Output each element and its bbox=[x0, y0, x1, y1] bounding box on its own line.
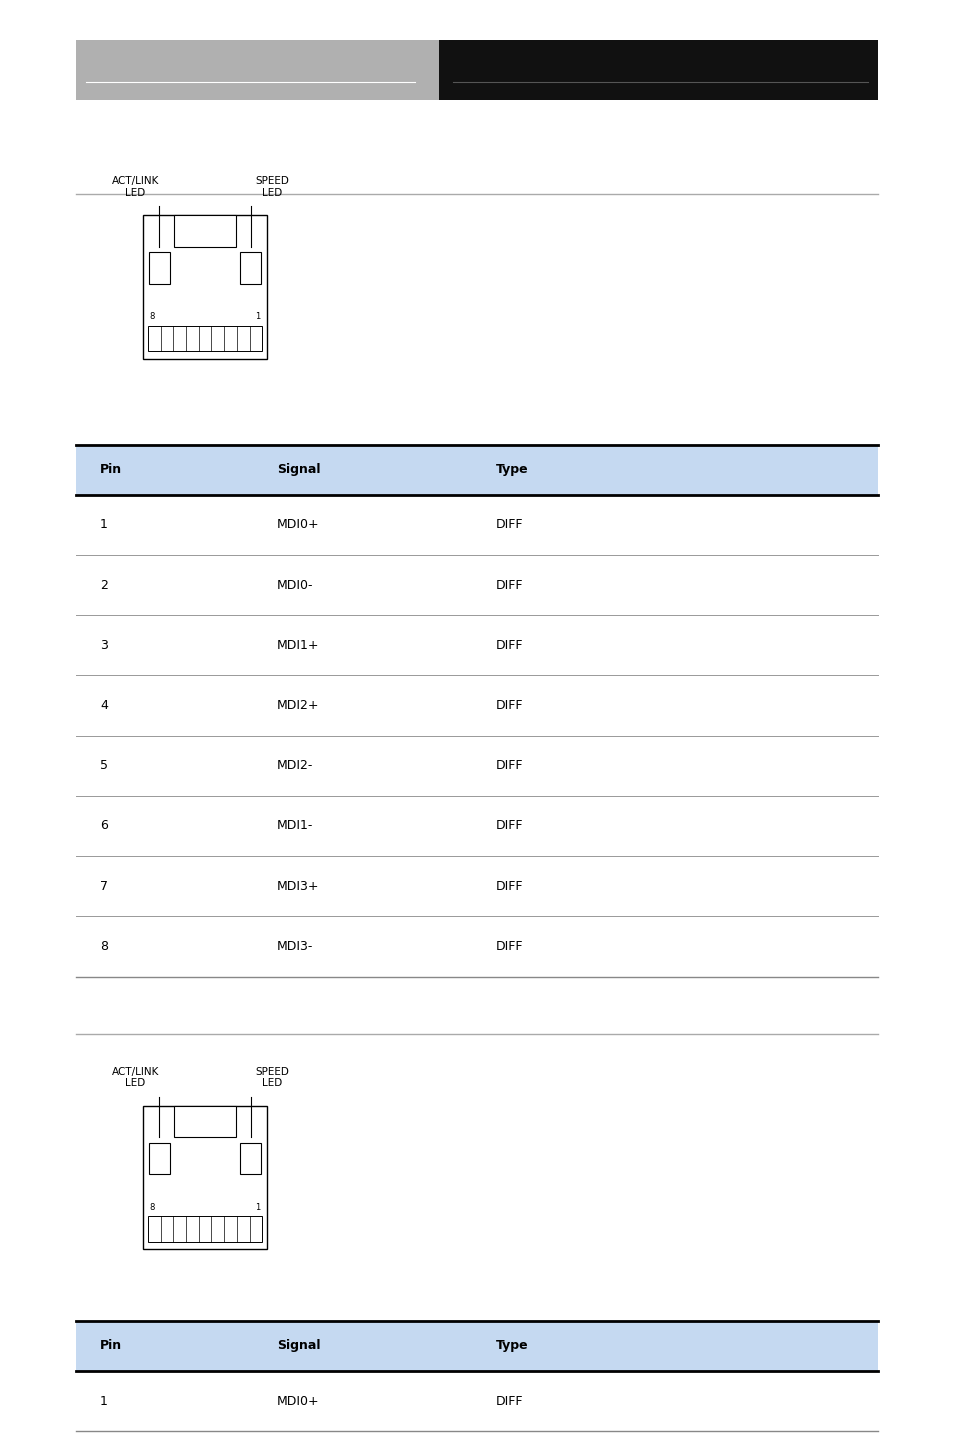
Bar bbox=[438, 40, 877, 100]
Bar bbox=[240, 1143, 261, 1174]
Text: MDI3+: MDI3+ bbox=[276, 879, 319, 893]
Text: MDI0+: MDI0+ bbox=[276, 1394, 319, 1408]
Text: Signal: Signal bbox=[276, 1339, 320, 1352]
Text: MDI2+: MDI2+ bbox=[276, 698, 319, 713]
Bar bbox=[76, 445, 877, 495]
Text: SPEED
LED: SPEED LED bbox=[254, 176, 289, 198]
Text: 1: 1 bbox=[100, 518, 108, 532]
Text: MDI1+: MDI1+ bbox=[276, 638, 319, 652]
Bar bbox=[148, 326, 262, 351]
Bar bbox=[149, 1143, 170, 1174]
Text: DIFF: DIFF bbox=[496, 578, 523, 592]
Text: DIFF: DIFF bbox=[496, 1394, 523, 1408]
Text: 3: 3 bbox=[100, 638, 108, 652]
Text: 8: 8 bbox=[150, 313, 155, 321]
Bar bbox=[173, 215, 235, 247]
Text: ACT/LINK
LED: ACT/LINK LED bbox=[112, 1067, 159, 1088]
Text: 1: 1 bbox=[254, 1203, 260, 1212]
Text: DIFF: DIFF bbox=[496, 698, 523, 713]
Text: 1: 1 bbox=[254, 313, 260, 321]
Text: Signal: Signal bbox=[276, 463, 320, 476]
Bar bbox=[143, 1106, 267, 1249]
Text: MDI3-: MDI3- bbox=[276, 939, 313, 954]
Text: DIFF: DIFF bbox=[496, 939, 523, 954]
Text: 5: 5 bbox=[100, 759, 108, 773]
Bar bbox=[143, 215, 267, 358]
Bar bbox=[148, 1216, 262, 1242]
Bar bbox=[240, 252, 261, 284]
Text: MDI0+: MDI0+ bbox=[276, 518, 319, 532]
Text: MDI0-: MDI0- bbox=[276, 578, 313, 592]
Text: 7: 7 bbox=[100, 879, 108, 893]
Text: DIFF: DIFF bbox=[496, 819, 523, 833]
Text: 6: 6 bbox=[100, 819, 108, 833]
Text: MDI2-: MDI2- bbox=[276, 759, 313, 773]
Text: 4: 4 bbox=[100, 698, 108, 713]
Text: SPEED
LED: SPEED LED bbox=[254, 1067, 289, 1088]
Text: 8: 8 bbox=[150, 1203, 155, 1212]
Text: Type: Type bbox=[496, 463, 528, 476]
Bar bbox=[76, 1321, 877, 1371]
Bar bbox=[76, 40, 438, 100]
Text: 8: 8 bbox=[100, 939, 108, 954]
Text: MDI1-: MDI1- bbox=[276, 819, 313, 833]
Text: DIFF: DIFF bbox=[496, 638, 523, 652]
Text: 1: 1 bbox=[100, 1394, 108, 1408]
Text: DIFF: DIFF bbox=[496, 759, 523, 773]
Bar bbox=[173, 1106, 235, 1137]
Text: Type: Type bbox=[496, 1339, 528, 1352]
Text: DIFF: DIFF bbox=[496, 518, 523, 532]
Bar bbox=[149, 252, 170, 284]
Text: 2: 2 bbox=[100, 578, 108, 592]
Text: Pin: Pin bbox=[100, 463, 122, 476]
Text: DIFF: DIFF bbox=[496, 879, 523, 893]
Text: ACT/LINK
LED: ACT/LINK LED bbox=[112, 176, 159, 198]
Text: Pin: Pin bbox=[100, 1339, 122, 1352]
